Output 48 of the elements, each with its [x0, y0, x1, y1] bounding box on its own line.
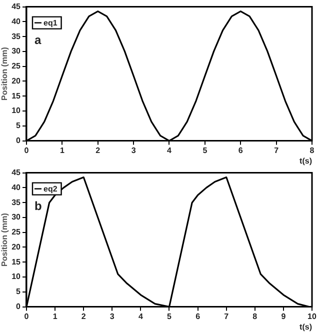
y-tick-label: 0	[16, 136, 22, 146]
y-tick-label: 5	[16, 287, 22, 296]
y-tick-label: 35	[12, 198, 22, 207]
x-tick-label: 1	[60, 146, 65, 155]
x-tick-label: 1	[52, 312, 58, 321]
y-axis-title: Position (mm)	[0, 212, 10, 266]
y-tick-label: 15	[12, 257, 22, 266]
y-tick-label: 40	[12, 182, 22, 192]
x-tick-label: 6	[238, 146, 244, 155]
x-tick-label: 5	[167, 312, 172, 321]
legend-label: eq2	[44, 184, 58, 194]
y-tick-label: 0	[16, 302, 22, 312]
x-axis-title: t(s)	[300, 322, 312, 332]
x-tick-label: 9	[281, 312, 286, 321]
y-axis-title: Position (mm)	[0, 46, 10, 100]
x-tick-label: 10	[308, 312, 317, 321]
x-tick-label: 7	[274, 146, 280, 155]
annotation: b	[34, 199, 42, 214]
x-tick-label: 2	[96, 146, 101, 155]
annotation: a	[34, 33, 42, 48]
x-tick-label: 0	[24, 146, 30, 155]
y-tick-label: 30	[12, 46, 22, 56]
x-tick-label: 3	[131, 146, 136, 155]
y-tick-label: 10	[12, 106, 22, 116]
legend-label: eq1	[44, 18, 58, 28]
y-tick-label: 10	[12, 272, 22, 282]
y-tick-label: 45	[12, 168, 22, 178]
y-tick-label: 45	[12, 2, 22, 12]
y-tick-label: 15	[12, 91, 22, 100]
y-tick-label: 30	[12, 212, 22, 222]
x-tick-label: 4	[138, 312, 144, 321]
y-tick-label: 25	[12, 62, 22, 71]
y-tick-label: 20	[12, 242, 22, 252]
x-axis-title: t(s)	[300, 156, 312, 166]
x-tick-label: 8	[310, 146, 315, 155]
y-tick-label: 5	[16, 121, 22, 130]
x-tick-label: 2	[81, 312, 86, 321]
x-tick-label: 8	[252, 312, 258, 321]
x-tick-label: 4	[167, 146, 172, 155]
y-tick-label: 25	[12, 228, 22, 237]
x-tick-label: 5	[202, 146, 208, 155]
y-tick-label: 40	[12, 16, 22, 26]
y-tick-label: 35	[12, 32, 22, 41]
x-tick-label: 7	[224, 312, 230, 321]
x-tick-label: 6	[196, 312, 201, 321]
y-tick-label: 20	[12, 76, 22, 86]
x-tick-label: 0	[24, 312, 30, 321]
x-tick-label: 3	[110, 312, 115, 321]
